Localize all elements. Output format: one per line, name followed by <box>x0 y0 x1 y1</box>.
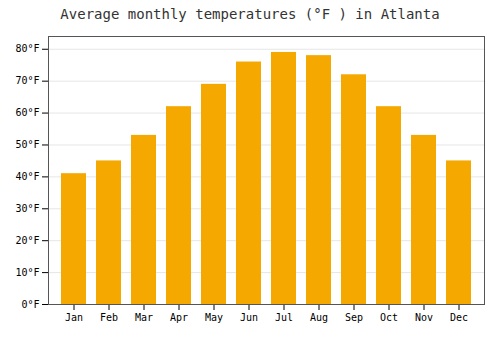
svg-text:Jul: Jul <box>275 312 293 323</box>
svg-text:Sep: Sep <box>345 312 363 323</box>
svg-text:Aug: Aug <box>310 312 328 323</box>
svg-text:60°F: 60°F <box>15 107 39 118</box>
svg-text:0°F: 0°F <box>21 299 39 310</box>
svg-text:50°F: 50°F <box>15 139 39 150</box>
svg-text:May: May <box>205 312 223 323</box>
svg-text:Jun: Jun <box>240 312 258 323</box>
svg-text:Nov: Nov <box>415 312 433 323</box>
svg-text:Apr: Apr <box>170 312 188 323</box>
html-text:Average monthly temperatures (: Average monthly temperatures (°F ) in At… <box>60 6 440 22</box>
svg-text:Feb: Feb <box>100 312 118 323</box>
svg-text:20°F: 20°F <box>15 235 39 246</box>
svg-text:30°F: 30°F <box>15 203 39 214</box>
svg-text:70°F: 70°F <box>15 75 39 86</box>
svg-text:Mar: Mar <box>135 312 153 323</box>
svg-text:40°F: 40°F <box>15 171 39 182</box>
svg-text:10°F: 10°F <box>15 267 39 278</box>
svg-text:Dec: Dec <box>450 312 468 323</box>
svg-text:Oct: Oct <box>380 312 398 323</box>
svg-text:80°F: 80°F <box>15 43 39 54</box>
svg-text:Jan: Jan <box>65 312 83 323</box>
